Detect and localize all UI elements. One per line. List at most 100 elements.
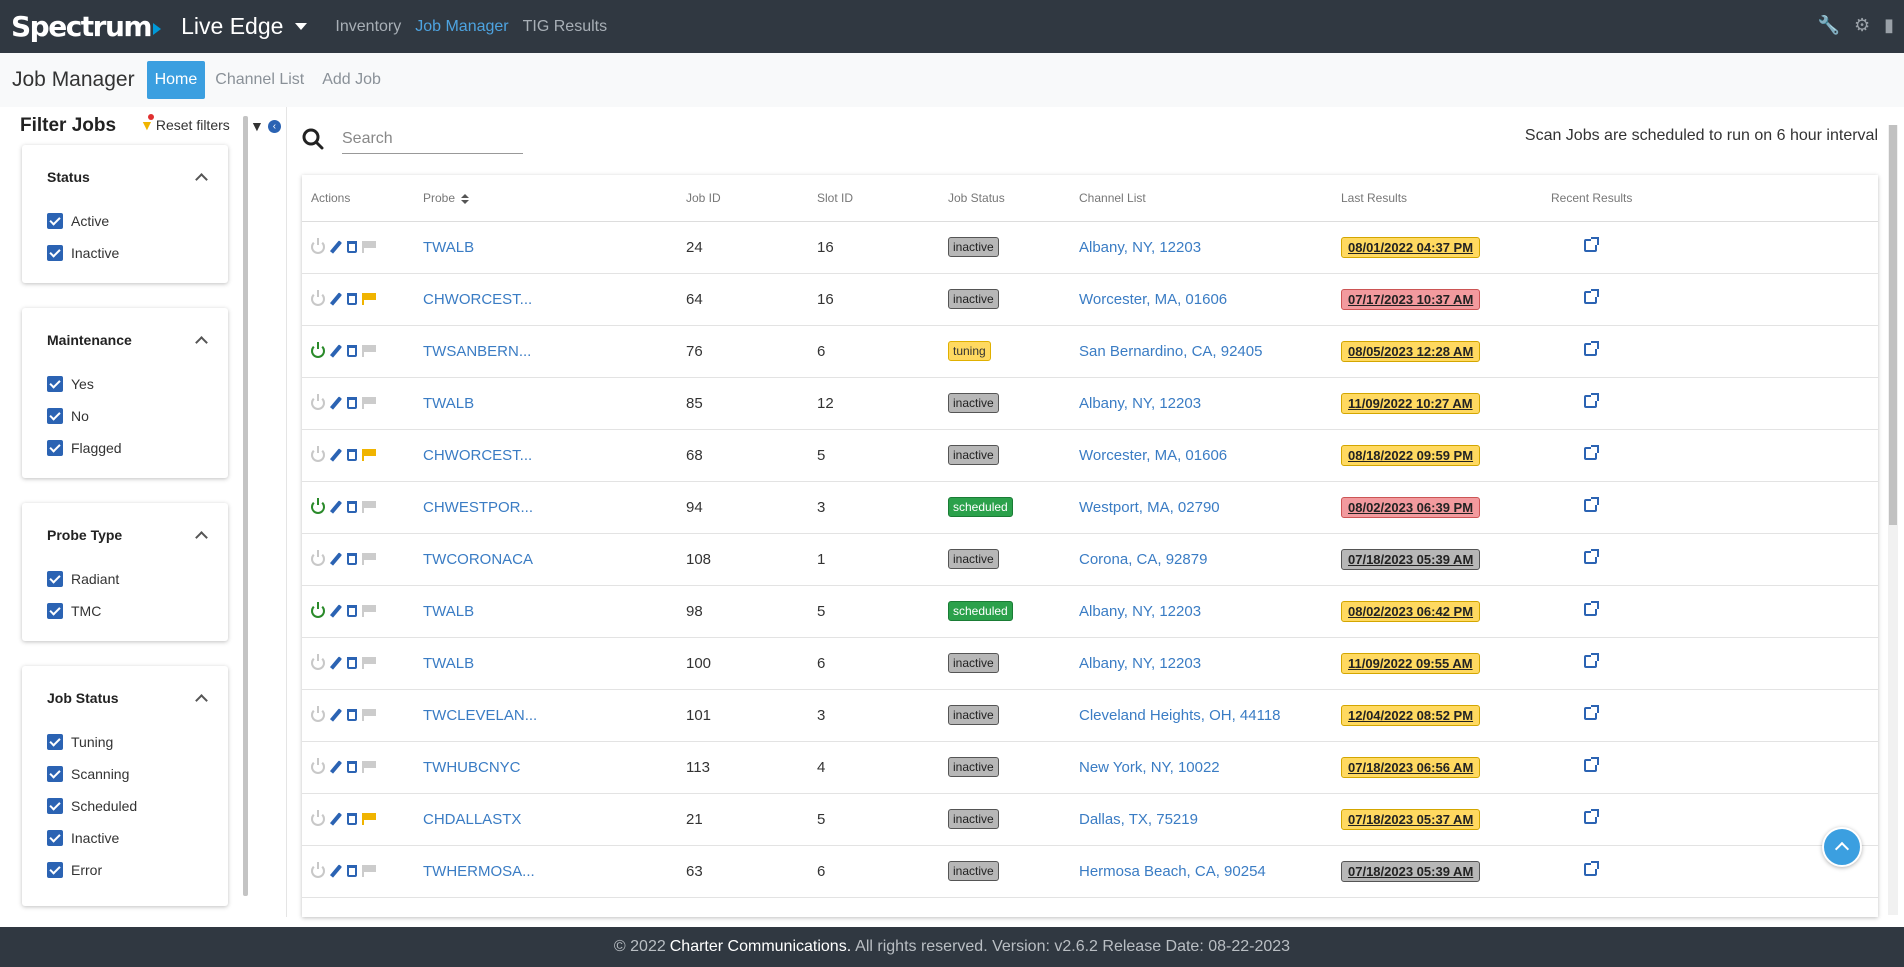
chevron-up-icon[interactable] bbox=[195, 693, 208, 707]
trash-icon[interactable] bbox=[347, 397, 357, 409]
header-probe[interactable]: Probe bbox=[423, 175, 686, 222]
trash-icon[interactable] bbox=[347, 345, 357, 357]
edit-icon[interactable] bbox=[329, 864, 343, 878]
tab-home[interactable]: Home bbox=[146, 61, 206, 99]
probe-link[interactable]: TWCORONACA bbox=[423, 550, 533, 568]
power-icon[interactable] bbox=[311, 654, 325, 670]
trash-icon[interactable] bbox=[347, 501, 357, 513]
probe-link[interactable]: TWALB bbox=[423, 654, 475, 672]
power-icon[interactable] bbox=[311, 290, 325, 306]
checkbox[interactable] bbox=[47, 830, 63, 846]
nav-job-manager[interactable]: Job Manager bbox=[415, 17, 509, 35]
probe-link[interactable]: TWSANBERN... bbox=[423, 342, 532, 360]
channel-list-link[interactable]: Worcester, MA, 01606 bbox=[1079, 446, 1228, 464]
external-link-icon[interactable] bbox=[1584, 756, 1599, 772]
flag-icon[interactable] bbox=[362, 241, 376, 253]
power-icon[interactable] bbox=[311, 706, 325, 722]
power-icon[interactable] bbox=[311, 498, 325, 514]
power-icon[interactable] bbox=[311, 758, 325, 774]
probe-link[interactable]: TWHERMOSA... bbox=[423, 862, 535, 880]
last-result-link[interactable]: 11/09/2022 10:27 AM bbox=[1341, 392, 1480, 414]
trash-icon[interactable] bbox=[347, 605, 357, 617]
probe-link[interactable]: TWALB bbox=[423, 394, 475, 412]
external-link-icon[interactable] bbox=[1584, 600, 1599, 616]
channel-list-link[interactable]: Corona, CA, 92879 bbox=[1079, 550, 1208, 568]
sort-icon[interactable] bbox=[461, 194, 469, 204]
channel-list-link[interactable]: Albany, NY, 12203 bbox=[1079, 394, 1202, 412]
checkbox[interactable] bbox=[47, 862, 63, 878]
power-icon[interactable] bbox=[311, 550, 325, 566]
edit-icon[interactable] bbox=[329, 448, 343, 462]
flag-icon[interactable] bbox=[362, 345, 376, 357]
channel-list-link[interactable]: Albany, NY, 12203 bbox=[1079, 654, 1202, 672]
spectrum-logo[interactable]: Spectrum bbox=[11, 10, 162, 43]
chevron-up-icon[interactable] bbox=[195, 335, 208, 349]
probe-link[interactable]: CHWORCEST... bbox=[423, 290, 533, 308]
probe-link[interactable]: TWALB bbox=[423, 238, 475, 256]
power-icon[interactable] bbox=[311, 602, 325, 618]
edit-icon[interactable] bbox=[329, 656, 343, 670]
checkbox[interactable] bbox=[47, 798, 63, 814]
edit-icon[interactable] bbox=[329, 552, 343, 566]
trash-icon[interactable] bbox=[347, 813, 357, 825]
trash-icon[interactable] bbox=[347, 553, 357, 565]
edit-icon[interactable] bbox=[329, 604, 343, 618]
flag-icon[interactable] bbox=[362, 449, 376, 461]
flag-icon[interactable] bbox=[362, 553, 376, 565]
power-icon[interactable] bbox=[311, 394, 325, 410]
last-result-link[interactable]: 12/04/2022 08:52 PM bbox=[1341, 704, 1481, 726]
checkbox[interactable] bbox=[47, 734, 63, 750]
external-link-icon[interactable] bbox=[1584, 704, 1599, 720]
last-result-link[interactable]: 08/01/2022 04:37 PM bbox=[1341, 236, 1481, 258]
flag-icon[interactable] bbox=[362, 865, 376, 877]
book-icon[interactable]: ▮ bbox=[1884, 15, 1894, 35]
channel-list-link[interactable]: Albany, NY, 12203 bbox=[1079, 602, 1202, 620]
nav-inventory[interactable]: Inventory bbox=[335, 17, 402, 35]
power-icon[interactable] bbox=[311, 810, 325, 826]
channel-list-link[interactable]: Hermosa Beach, CA, 90254 bbox=[1079, 862, 1266, 880]
chevron-up-icon[interactable] bbox=[195, 530, 208, 544]
checkbox[interactable] bbox=[47, 603, 63, 619]
edit-icon[interactable] bbox=[329, 760, 343, 774]
checkbox[interactable] bbox=[47, 245, 63, 261]
scroll-to-top-button[interactable] bbox=[1822, 827, 1862, 867]
edit-icon[interactable] bbox=[329, 396, 343, 410]
flag-icon[interactable] bbox=[362, 501, 376, 513]
flag-icon[interactable] bbox=[362, 293, 376, 305]
external-link-icon[interactable] bbox=[1584, 288, 1599, 304]
checkbox[interactable] bbox=[47, 213, 63, 229]
channel-list-link[interactable]: New York, NY, 10022 bbox=[1079, 758, 1220, 776]
flag-icon[interactable] bbox=[362, 397, 376, 409]
last-result-link[interactable]: 11/09/2022 09:55 AM bbox=[1341, 652, 1480, 674]
edit-icon[interactable] bbox=[329, 292, 343, 306]
flag-icon[interactable] bbox=[362, 813, 376, 825]
last-result-link[interactable]: 07/18/2023 05:39 AM bbox=[1341, 860, 1481, 882]
tab-add-job[interactable]: Add Job bbox=[322, 71, 381, 88]
trash-icon[interactable] bbox=[347, 449, 357, 461]
edit-icon[interactable] bbox=[329, 812, 343, 826]
external-link-icon[interactable] bbox=[1584, 340, 1599, 356]
external-link-icon[interactable] bbox=[1584, 496, 1599, 512]
last-result-link[interactable]: 08/05/2023 12:28 AM bbox=[1341, 340, 1481, 362]
chevron-up-icon[interactable] bbox=[195, 172, 208, 186]
external-link-icon[interactable] bbox=[1584, 652, 1599, 668]
probe-link[interactable]: CHWORCEST... bbox=[423, 446, 533, 464]
channel-list-link[interactable]: San Bernardino, CA, 92405 bbox=[1079, 342, 1263, 360]
trash-icon[interactable] bbox=[347, 657, 357, 669]
channel-list-link[interactable]: Westport, MA, 02790 bbox=[1079, 498, 1220, 516]
tab-channel-list[interactable]: Channel List bbox=[215, 71, 305, 88]
external-link-icon[interactable] bbox=[1584, 548, 1599, 564]
last-result-link[interactable]: 07/18/2023 05:37 AM bbox=[1341, 808, 1481, 830]
external-link-icon[interactable] bbox=[1584, 392, 1599, 408]
last-result-link[interactable]: 07/18/2023 06:56 AM bbox=[1341, 756, 1481, 778]
flag-icon[interactable] bbox=[362, 605, 376, 617]
checkbox[interactable] bbox=[47, 440, 63, 456]
scrollbar-thumb[interactable] bbox=[1889, 125, 1897, 525]
external-link-icon[interactable] bbox=[1584, 808, 1599, 824]
trash-icon[interactable] bbox=[347, 865, 357, 877]
power-icon[interactable] bbox=[311, 238, 325, 254]
edit-icon[interactable] bbox=[329, 344, 343, 358]
external-link-icon[interactable] bbox=[1584, 444, 1599, 460]
flag-icon[interactable] bbox=[362, 657, 376, 669]
probe-link[interactable]: CHDALLASTX bbox=[423, 810, 522, 828]
